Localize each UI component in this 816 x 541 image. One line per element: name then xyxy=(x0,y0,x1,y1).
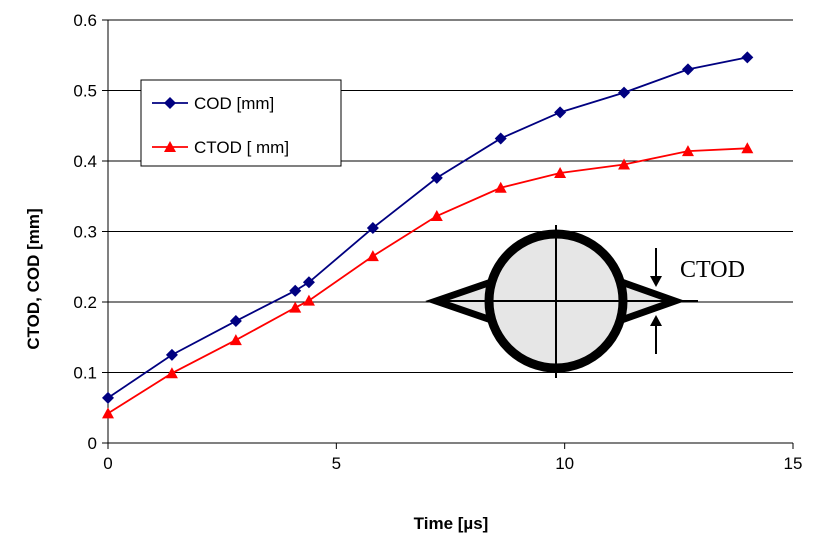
legend: COD [mm] CTOD [ mm] xyxy=(140,79,342,167)
data-point xyxy=(741,142,754,154)
x-tick-label: 15 xyxy=(784,454,803,473)
y-tick-label: 0.6 xyxy=(73,11,97,30)
data-point xyxy=(165,367,178,379)
series-layer xyxy=(102,51,754,419)
data-point xyxy=(229,315,242,328)
data-point xyxy=(289,284,302,297)
crack-tip-diagram: CTOD xyxy=(425,225,745,378)
ctod-arrowhead-upper xyxy=(650,276,662,287)
legend-items: COD [mm] CTOD [ mm] xyxy=(152,94,289,157)
y-tick-labels: 0 0.1 0.2 0.3 0.4 0.5 0.6 xyxy=(73,11,97,453)
y-tick-label: 0.3 xyxy=(73,223,97,242)
data-point xyxy=(554,166,567,178)
legend-label: COD [mm] xyxy=(194,94,274,113)
data-point xyxy=(430,171,443,184)
y-tick-label: 0 xyxy=(88,434,97,453)
data-point xyxy=(494,132,507,145)
series-line xyxy=(107,147,748,415)
x-tick-label: 5 xyxy=(332,454,341,473)
y-tick-label: 0.2 xyxy=(73,293,97,312)
x-tick-label: 0 xyxy=(103,454,112,473)
data-point xyxy=(229,334,242,346)
x-tick-label: 10 xyxy=(555,454,574,473)
data-point xyxy=(430,209,443,221)
series-line xyxy=(107,56,748,399)
y-tick-label: 0.1 xyxy=(73,364,97,383)
data-point xyxy=(165,348,178,361)
data-point xyxy=(741,51,754,64)
data-point xyxy=(102,407,114,419)
data-point xyxy=(302,294,315,306)
data-point xyxy=(302,276,315,289)
data-point xyxy=(554,106,567,119)
data-point xyxy=(366,250,379,262)
data-point xyxy=(681,63,694,76)
data-point xyxy=(102,391,114,404)
legend-marker xyxy=(164,97,176,109)
ctod-arrowhead-lower xyxy=(650,315,662,326)
x-tick-labels: 0 5 10 15 xyxy=(103,454,802,473)
ctod-annotation-label: CTOD xyxy=(680,257,745,283)
data-point xyxy=(618,158,631,170)
data-point xyxy=(618,86,631,99)
y-tick-label: 0.5 xyxy=(73,82,97,101)
data-point xyxy=(289,301,302,313)
data-point xyxy=(366,221,379,234)
x-axis-title: Time [µs] xyxy=(414,514,489,533)
legend-marker xyxy=(164,141,176,152)
axes xyxy=(102,19,794,449)
legend-label: CTOD [ mm] xyxy=(194,138,289,157)
data-point xyxy=(494,181,507,193)
data-point xyxy=(681,145,694,157)
y-axis-title: CTOD, COD [mm] xyxy=(24,208,43,349)
y-tick-label: 0.4 xyxy=(73,152,97,171)
